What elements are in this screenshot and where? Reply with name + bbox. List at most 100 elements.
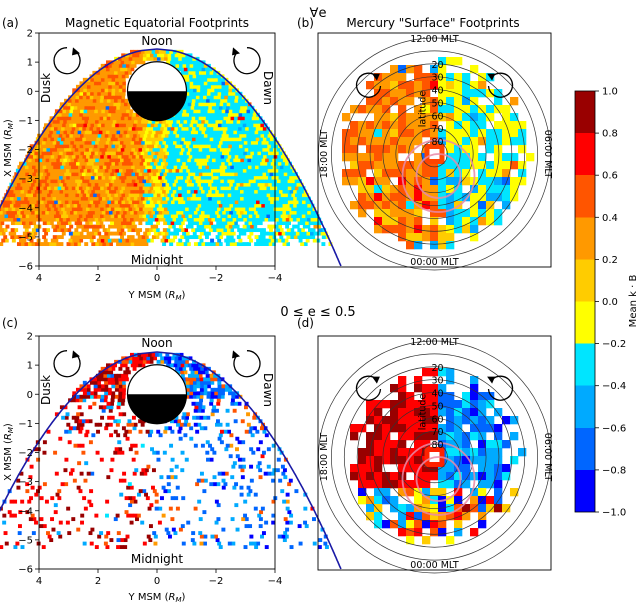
heatmap-cell bbox=[56, 531, 61, 536]
heatmap-cell bbox=[56, 235, 61, 240]
heatmap-cell bbox=[430, 161, 439, 170]
heatmap-cell bbox=[177, 112, 182, 117]
heatmap-cell bbox=[281, 471, 286, 476]
heatmap-cell bbox=[91, 242, 96, 247]
heatmap-cell bbox=[478, 416, 487, 425]
heatmap-cell bbox=[213, 123, 218, 128]
heatmap-cell bbox=[110, 95, 115, 100]
heatmap-cell bbox=[194, 60, 199, 65]
heatmap-cell bbox=[253, 506, 258, 511]
heatmap-cell bbox=[136, 168, 141, 173]
heatmap-cell bbox=[133, 443, 138, 448]
heatmap-cell bbox=[390, 408, 399, 417]
heatmap-cell bbox=[51, 224, 56, 229]
heatmap-cell bbox=[212, 475, 217, 480]
heatmap-cell bbox=[107, 415, 112, 420]
heatmap-cell bbox=[95, 102, 100, 107]
heatmap-cell bbox=[266, 144, 271, 149]
heatmap-cell bbox=[260, 123, 264, 128]
heatmap-cell bbox=[166, 147, 171, 152]
heatmap-cell bbox=[221, 217, 226, 222]
heatmap-cell bbox=[382, 209, 391, 218]
heatmap-cell bbox=[205, 116, 210, 121]
heatmap-cell bbox=[175, 182, 180, 187]
heatmap-cell bbox=[12, 217, 17, 222]
heatmap-cell bbox=[201, 158, 205, 163]
heatmap-cell bbox=[118, 88, 123, 93]
heatmap-cell bbox=[11, 200, 16, 205]
heatmap-cell bbox=[342, 137, 351, 146]
heatmap-cell bbox=[220, 186, 225, 191]
heatmap-cell bbox=[110, 179, 115, 184]
heatmap-cell bbox=[152, 489, 157, 494]
heatmap-cell bbox=[86, 168, 91, 173]
heatmap-cell bbox=[43, 207, 48, 212]
heatmap-cell bbox=[219, 102, 224, 107]
heatmap-cell bbox=[198, 401, 203, 406]
heatmap-cell bbox=[140, 119, 145, 124]
y-tick-label: 2 bbox=[27, 332, 33, 343]
heatmap-cell bbox=[228, 231, 233, 236]
heatmap-cell bbox=[204, 203, 209, 208]
heatmap-cell bbox=[225, 408, 230, 413]
heatmap-cell bbox=[206, 154, 210, 159]
heatmap-cell bbox=[249, 133, 254, 138]
heatmap-cell bbox=[55, 210, 60, 215]
heatmap-cell bbox=[50, 144, 55, 149]
heatmap-cell bbox=[42, 235, 47, 240]
heatmap-cell bbox=[253, 203, 258, 208]
heatmap-cell bbox=[237, 193, 242, 198]
heatmap-cell bbox=[118, 387, 123, 392]
heatmap-cell bbox=[137, 165, 142, 170]
heatmap-cell bbox=[148, 524, 153, 529]
heatmap-cell bbox=[4, 207, 9, 212]
heatmap-cell bbox=[170, 137, 175, 142]
heatmap-cell bbox=[181, 356, 186, 361]
heatmap-cell bbox=[220, 95, 225, 100]
heatmap-cell bbox=[206, 193, 210, 198]
heatmap-cell bbox=[203, 168, 208, 173]
heatmap-cell bbox=[145, 193, 150, 198]
heatmap-cell bbox=[28, 186, 33, 191]
heatmap-cell bbox=[43, 154, 48, 159]
heatmap-cell bbox=[282, 196, 287, 201]
heatmap-cell bbox=[398, 161, 407, 170]
heatmap-cell bbox=[292, 203, 297, 208]
heatmap-cell bbox=[285, 196, 290, 201]
heatmap-cell bbox=[494, 145, 503, 154]
heatmap-cell bbox=[446, 376, 455, 385]
heatmap-cell bbox=[267, 203, 272, 208]
heatmap-cell bbox=[193, 506, 198, 511]
heatmap-cell bbox=[16, 182, 21, 187]
heatmap-cell bbox=[109, 370, 114, 375]
heatmap-cell bbox=[96, 154, 101, 159]
heatmap-cell bbox=[96, 161, 101, 166]
latitude-ring bbox=[369, 89, 500, 219]
heatmap-cell bbox=[41, 189, 46, 194]
heatmap-cell bbox=[75, 95, 80, 100]
heatmap-cell bbox=[92, 147, 96, 152]
heatmap-cell bbox=[80, 422, 85, 427]
heatmap-cell bbox=[14, 200, 19, 205]
heatmap-cell bbox=[121, 144, 126, 149]
latitude-ring bbox=[331, 50, 538, 258]
heatmap-cell bbox=[100, 394, 105, 399]
heatmap-cell bbox=[92, 186, 97, 191]
heatmap-cell bbox=[47, 133, 52, 138]
heatmap-cell bbox=[51, 210, 56, 215]
heatmap-cell bbox=[124, 193, 129, 198]
heatmap-cell bbox=[34, 520, 38, 525]
heatmap-cell bbox=[109, 405, 114, 410]
heatmap-cell bbox=[180, 165, 185, 170]
heatmap-cell bbox=[51, 527, 56, 532]
heatmap-cell bbox=[198, 147, 203, 152]
heatmap-cell bbox=[0, 228, 4, 233]
heatmap-cell bbox=[155, 158, 159, 163]
heatmap-cell bbox=[478, 424, 487, 433]
heatmap-cell bbox=[414, 480, 423, 489]
heatmap-cell bbox=[406, 169, 415, 178]
heatmap-cell bbox=[67, 179, 72, 184]
heatmap-cell bbox=[446, 241, 455, 250]
heatmap-cell bbox=[180, 373, 185, 378]
